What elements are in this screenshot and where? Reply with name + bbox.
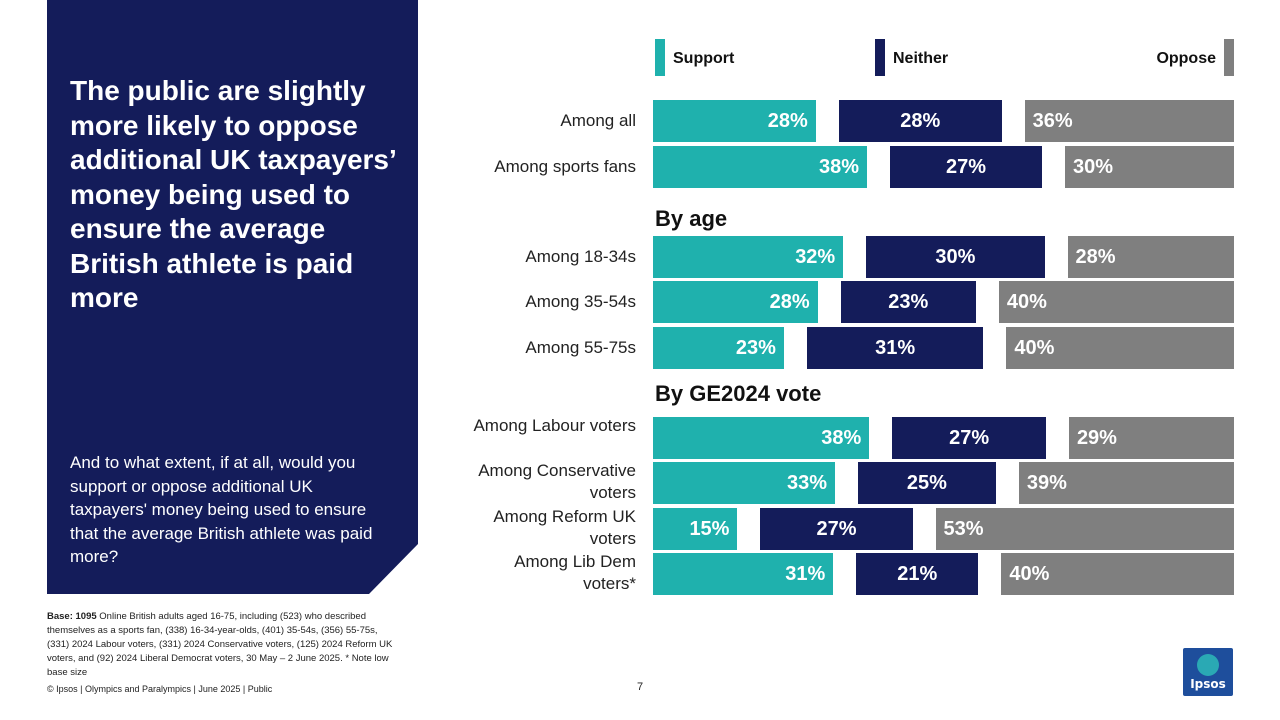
data-label-oppose: 36%: [1032, 110, 1073, 132]
bar-support: [653, 417, 870, 459]
data-label-neither: 27%: [946, 156, 987, 178]
logo-mark-icon: [1197, 654, 1219, 676]
row-label: Among 35-54s: [525, 292, 636, 311]
bar-support: [653, 462, 835, 504]
row-label: Among Conservative voters: [478, 461, 636, 502]
bar-neither: [890, 146, 1043, 188]
data-label-neither: 25%: [906, 472, 947, 494]
bar-oppose: [1067, 236, 1234, 278]
bar-support: [653, 100, 816, 142]
page-number: 7: [637, 681, 644, 693]
bar-oppose: [1018, 462, 1234, 504]
data-label-support: 23%: [735, 337, 776, 359]
bar-oppose: [1006, 327, 1234, 369]
section-heading-age: By age: [655, 206, 728, 231]
bar-neither: [840, 281, 976, 323]
legend-neither-label: Neither: [893, 50, 949, 67]
bar-neither: [866, 236, 1045, 278]
data-label-oppose: 40%: [1009, 563, 1050, 585]
data-label-oppose: 29%: [1076, 427, 1117, 449]
data-label-support: 32%: [795, 246, 836, 268]
legend-oppose-label: Oppose: [1156, 50, 1216, 67]
bar-neither: [856, 553, 979, 595]
legend-support-swatch: [655, 39, 665, 76]
data-label-support: 38%: [821, 427, 862, 449]
bar-support: [653, 508, 738, 550]
data-label-neither: 27%: [949, 427, 990, 449]
data-label-support: 28%: [767, 110, 808, 132]
row-label: Among Reform UK voters: [493, 507, 636, 548]
data-label-support: 38%: [818, 156, 859, 178]
base-note: Base: 1095 Online British adults aged 16…: [47, 610, 397, 680]
data-label-support: 31%: [785, 563, 826, 585]
bar-neither: [838, 100, 1002, 142]
legend-oppose-swatch: [1224, 39, 1234, 76]
bar-support: [653, 281, 818, 323]
bar-oppose: [1001, 553, 1234, 595]
base-text: Online British adults aged 16-75, includ…: [47, 611, 393, 678]
section-heading-vote: By GE2024 vote: [655, 381, 822, 406]
bar-neither: [760, 508, 913, 550]
bar-neither: [892, 417, 1046, 459]
data-label-neither: 27%: [816, 518, 857, 540]
survey-question: And to what extent, if at all, would you…: [70, 453, 373, 566]
page-title: The public are slightly more likely to o…: [70, 75, 396, 313]
ipsos-logo: Ipsos: [1183, 648, 1233, 696]
data-label-support: 33%: [786, 472, 827, 494]
bar-oppose: [1065, 146, 1234, 188]
data-label-neither: 21%: [897, 563, 938, 585]
logo-text: Ipsos: [1190, 677, 1226, 691]
bar-neither: [858, 462, 996, 504]
legend-support-label: Support: [673, 50, 735, 67]
bar-support: [653, 327, 784, 369]
bar-neither: [806, 327, 984, 369]
data-label-oppose: 53%: [943, 518, 984, 540]
data-label-neither: 31%: [875, 337, 916, 359]
data-label-oppose: 30%: [1073, 156, 1114, 178]
legend-neither-swatch: [875, 39, 885, 76]
bar-support: [653, 553, 834, 595]
row-label: Among sports fans: [494, 157, 636, 176]
data-label-support: 28%: [769, 291, 810, 313]
footer-text: © Ipsos | Olympics and Paralympics | Jun…: [47, 684, 273, 694]
base-label: Base: 1095: [47, 611, 97, 622]
row-label: Among 55-75s: [525, 338, 636, 357]
data-label-oppose: 40%: [1006, 291, 1047, 313]
bar-oppose: [998, 281, 1234, 323]
row-label: Among Lib Dem voters*: [514, 552, 636, 593]
data-label-oppose: 28%: [1075, 246, 1116, 268]
data-label-oppose: 40%: [1014, 337, 1055, 359]
bar-support: [653, 236, 844, 278]
row-label: Among all: [560, 111, 636, 130]
bar-support: [653, 146, 867, 188]
bar-oppose: [1068, 417, 1234, 459]
bar-oppose: [1024, 100, 1234, 142]
headline-panel: [47, 0, 418, 594]
data-label-support: 15%: [689, 518, 730, 540]
data-label-neither: 28%: [900, 110, 941, 132]
data-label-neither: 30%: [935, 246, 976, 268]
data-label-oppose: 39%: [1026, 472, 1067, 494]
row-label: Among 18-34s: [525, 247, 636, 266]
data-label-neither: 23%: [888, 291, 929, 313]
bar-oppose: [935, 508, 1234, 550]
row-label: Among Labour voters: [473, 416, 636, 435]
